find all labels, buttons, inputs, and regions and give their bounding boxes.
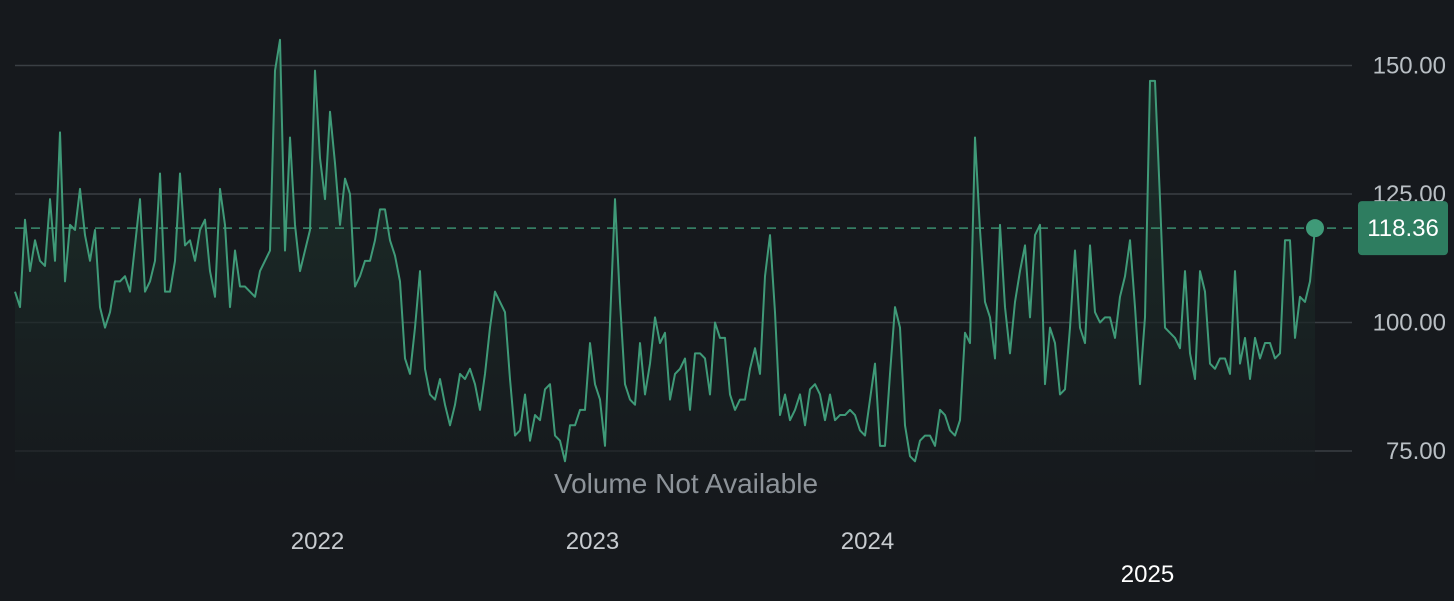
last-value-badge: 118.36 — [1358, 201, 1448, 256]
y-tick-label-100.00: 100.00 — [1373, 310, 1446, 337]
y-tick-label-75.00: 75.00 — [1386, 438, 1446, 465]
x-tick-label-2024: 2024 — [841, 528, 894, 555]
x-tick-label-2023: 2023 — [566, 528, 619, 555]
price-area — [15, 39, 1315, 492]
last-value-badge-label: 118.36 — [1367, 215, 1439, 242]
x-axis-labels: 2022 2023 2024 2025 — [291, 528, 1174, 588]
x-tick-label-2025: 2025 — [1121, 561, 1174, 588]
last-value-badge-bg — [1358, 201, 1448, 256]
last-point-marker — [1306, 219, 1324, 238]
price-line — [14, 38, 1316, 463]
area-fill — [15, 39, 1315, 492]
x-tick-label-2022: 2022 — [291, 528, 344, 555]
y-tick-label-150.00: 150.00 — [1373, 53, 1446, 80]
series-line — [14, 38, 1324, 463]
volume-not-available-note: Volume Not Available — [554, 468, 818, 499]
